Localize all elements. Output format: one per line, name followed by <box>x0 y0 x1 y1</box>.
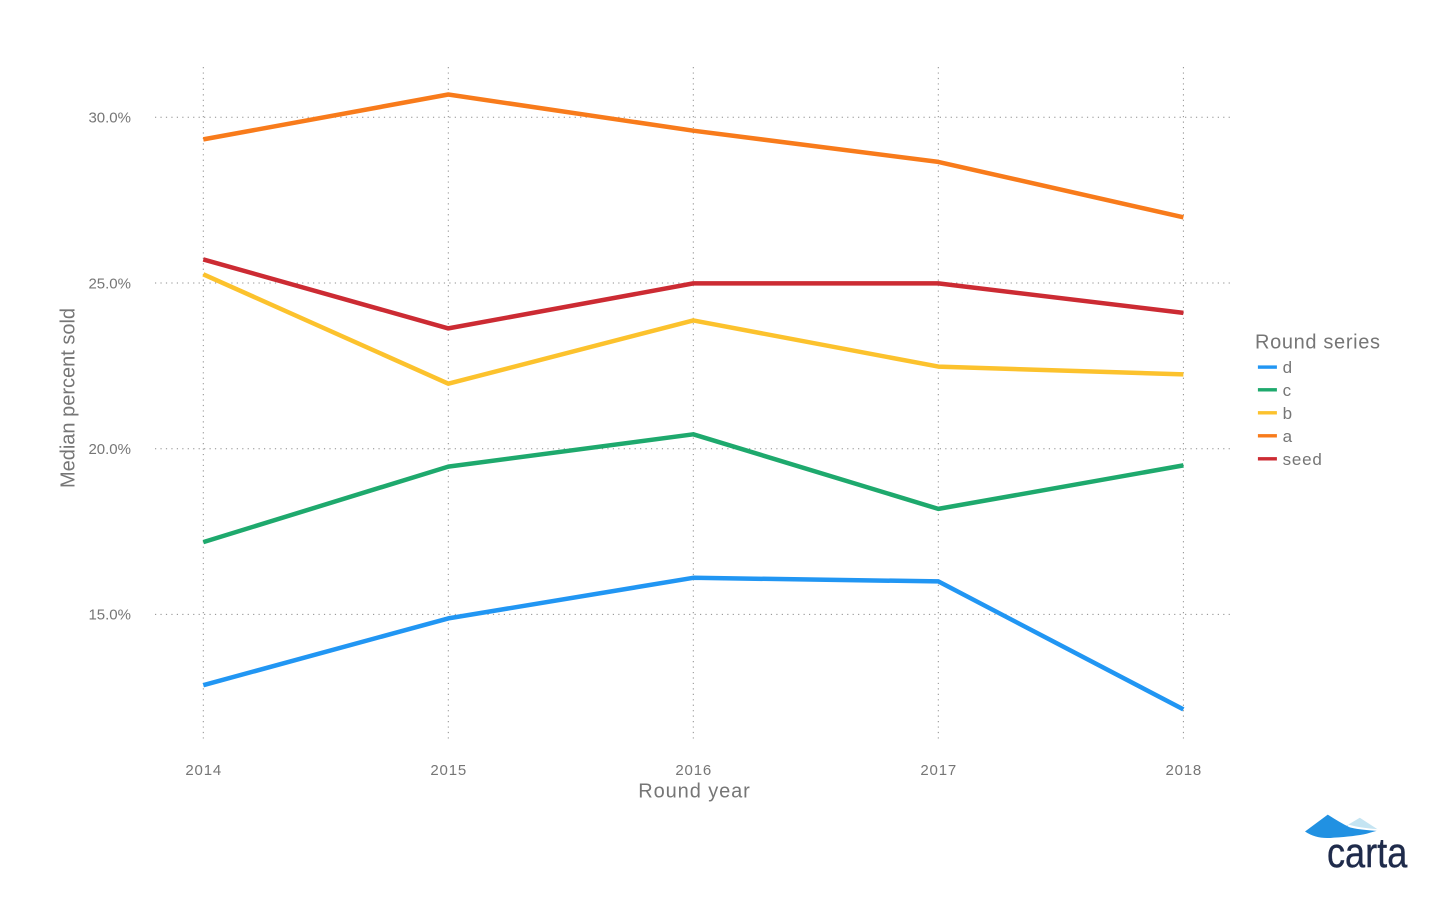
svg-text:2018: 2018 <box>1166 762 1203 779</box>
svg-text:seed: seed <box>1283 450 1323 469</box>
svg-text:2014: 2014 <box>185 762 222 779</box>
svg-text:Round series: Round series <box>1255 332 1381 354</box>
svg-text:c: c <box>1283 381 1292 400</box>
svg-text:Round year: Round year <box>638 781 750 803</box>
svg-text:a: a <box>1283 427 1293 446</box>
svg-text:30.0%: 30.0% <box>88 110 131 127</box>
svg-text:2016: 2016 <box>675 762 712 779</box>
svg-text:20.0%: 20.0% <box>88 441 131 458</box>
svg-text:d: d <box>1283 358 1293 377</box>
svg-text:2017: 2017 <box>920 762 957 779</box>
svg-text:carta: carta <box>1327 831 1407 877</box>
svg-text:2015: 2015 <box>430 762 467 779</box>
svg-text:25.0%: 25.0% <box>88 275 131 292</box>
svg-text:b: b <box>1283 404 1293 423</box>
svg-text:Median percent sold: Median percent sold <box>58 308 80 488</box>
svg-text:15.0%: 15.0% <box>88 607 131 624</box>
